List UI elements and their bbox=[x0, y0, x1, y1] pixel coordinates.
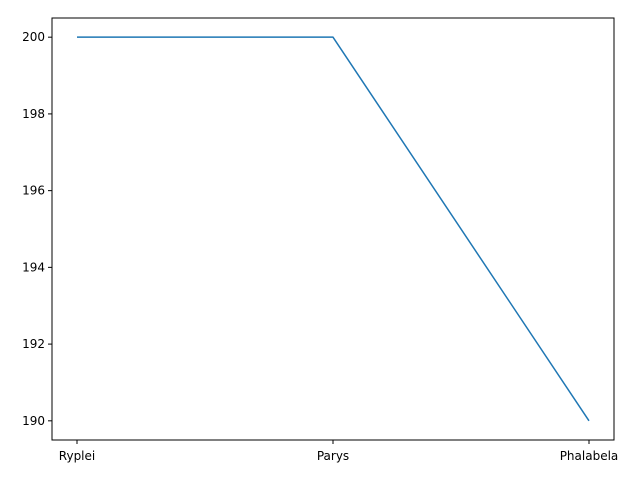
x-tick-label: Ryplei bbox=[59, 449, 95, 463]
y-tick-label: 200 bbox=[22, 30, 45, 44]
x-tick-label: Phalabela bbox=[560, 449, 619, 463]
x-tick-label: Parys bbox=[317, 449, 349, 463]
y-tick-label: 198 bbox=[22, 107, 45, 121]
plot-area bbox=[51, 17, 615, 441]
y-tick-label: 192 bbox=[22, 337, 45, 351]
series-layer bbox=[77, 36, 590, 422]
y-tick-label: 194 bbox=[22, 260, 45, 274]
y-axis: 190 192 194 196 198 200 bbox=[22, 30, 52, 428]
x-axis: Ryplei Parys Phalabela bbox=[59, 440, 618, 463]
series-line bbox=[77, 36, 590, 422]
y-tick-label: 190 bbox=[22, 414, 45, 428]
y-tick-label: 196 bbox=[22, 184, 45, 198]
